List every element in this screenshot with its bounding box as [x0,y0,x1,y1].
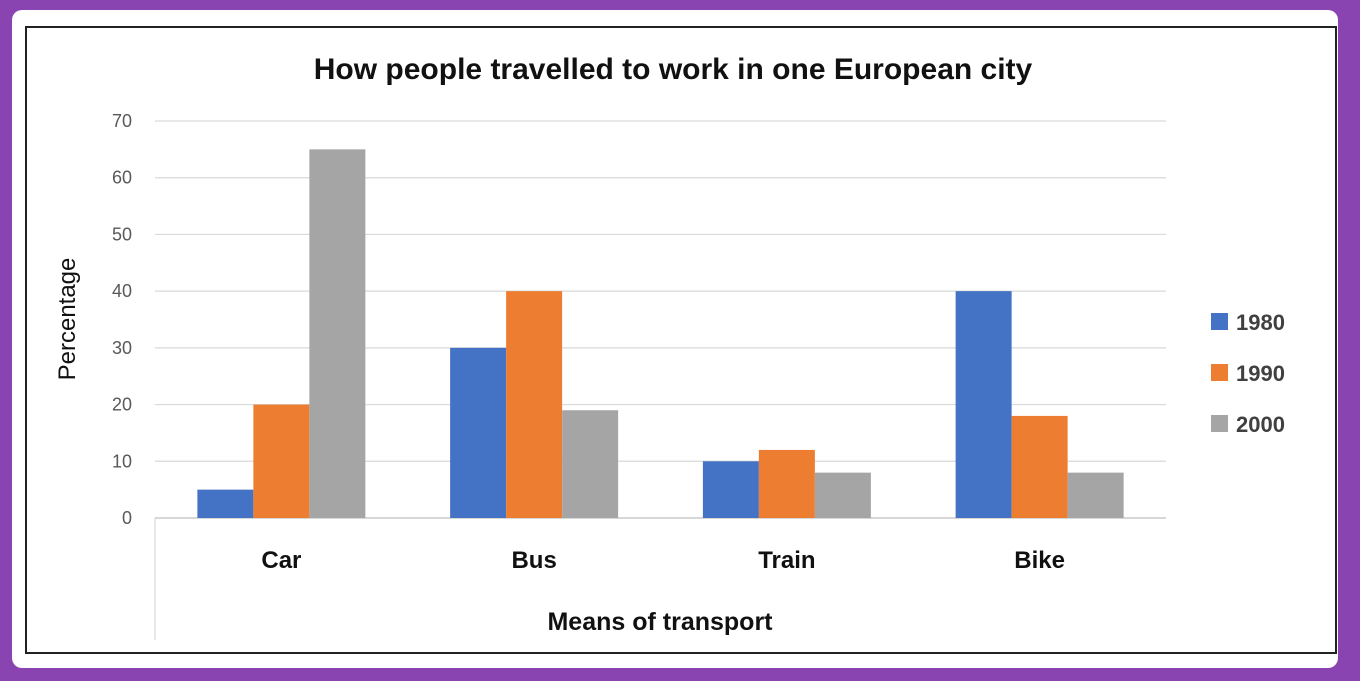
bars [197,149,1124,518]
y-tick-label: 70 [112,111,132,131]
y-axis-title: Percentage [54,258,81,381]
x-category-label: Car [261,547,301,574]
legend-label-2000: 2000 [1236,412,1285,437]
chart-frame [25,26,1337,654]
bar-train-1980 [702,461,759,518]
bar-bus-1990 [506,291,563,518]
bar-train-2000 [814,472,871,518]
bar-car-1980 [197,489,254,518]
legend-swatch-1980 [1211,313,1228,330]
y-tick-label: 40 [112,281,132,301]
bar-bus-2000 [562,410,619,518]
x-axis-title: Means of transport [547,608,773,636]
legend-swatch-1990 [1211,364,1228,381]
y-tick-label: 60 [112,168,132,188]
bar-bike-1990 [1011,415,1068,518]
y-tick-label: 50 [112,224,132,244]
bar-bike-1980 [955,291,1012,518]
legend-swatch-2000 [1211,415,1228,432]
y-tick-label: 0 [122,508,132,528]
bar-train-1990 [758,449,815,518]
bar-car-1990 [253,404,310,518]
legend: 1980 1990 2000 [1211,310,1285,437]
bar-car-2000 [309,149,366,518]
legend-label-1980: 1980 [1236,310,1285,335]
y-tick-label: 20 [112,395,132,415]
bar-bike-2000 [1067,472,1124,518]
x-category-label: Bike [1014,547,1065,574]
legend-label-1990: 1990 [1236,361,1285,386]
x-category-label: Train [758,547,815,574]
y-tick-label: 30 [112,338,132,358]
y-tick-label: 10 [112,451,132,471]
x-category-label: Bus [511,547,556,574]
bar-bus-1980 [450,347,507,518]
chart-title: How people travelled to work in one Euro… [314,53,1033,86]
y-axis-ticks: 0 10 20 30 40 50 60 70 [112,111,132,528]
x-axis-categories: Car Bus Train Bike [261,547,1065,574]
